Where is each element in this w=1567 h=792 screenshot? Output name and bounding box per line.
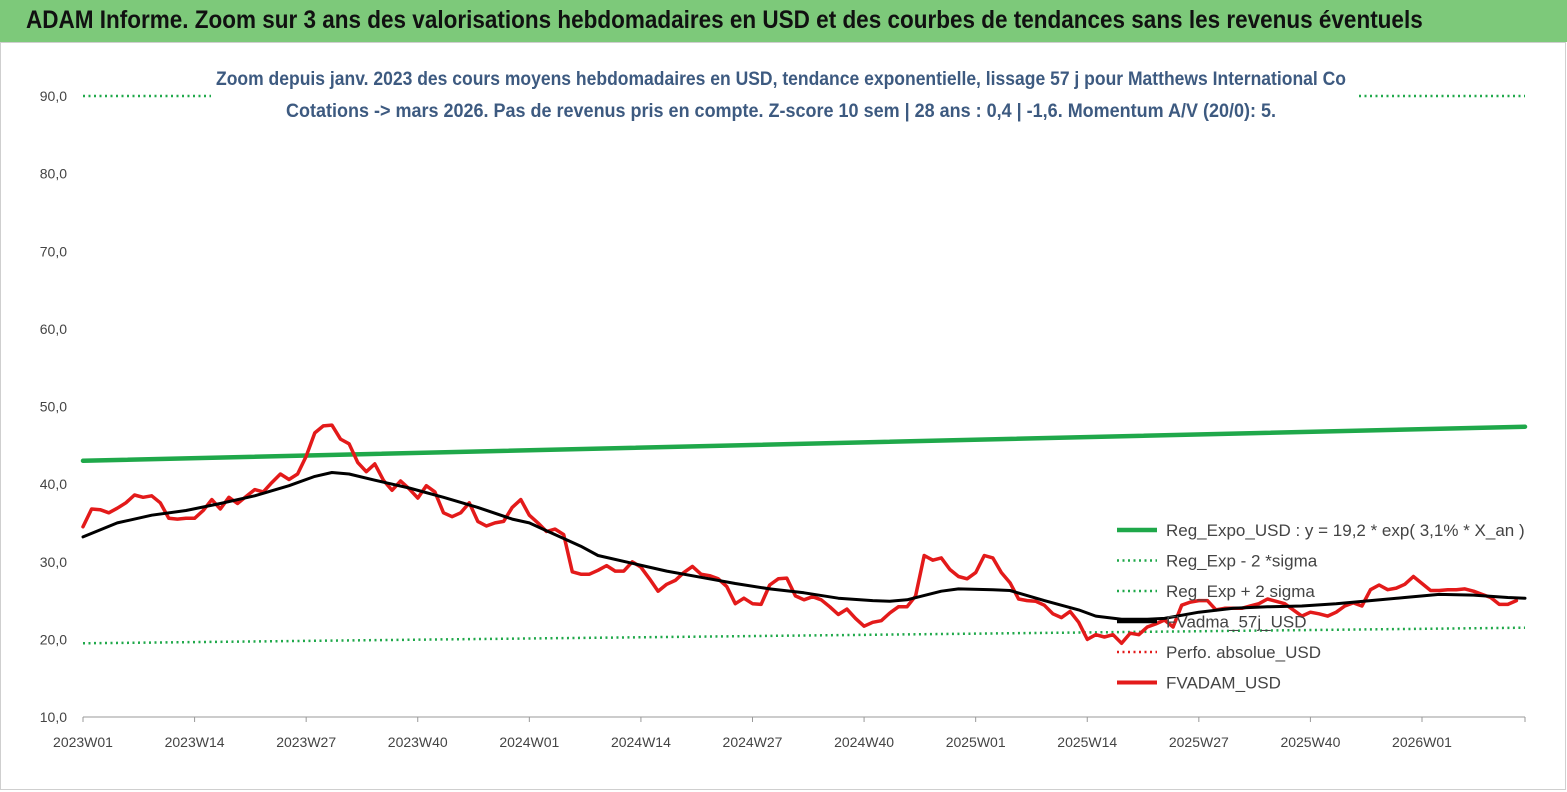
y-tick-label: 50,0	[40, 399, 67, 415]
legend-label: Reg_Exp + 2 sigma	[1166, 582, 1315, 601]
x-tick-label: 2023W27	[276, 734, 336, 750]
x-tick-label: 2026W01	[1392, 734, 1452, 750]
legend: Reg_Expo_USD : y = 19,2 * exp( 3,1% * X_…	[1117, 521, 1525, 693]
fvadam-line	[81, 423, 1519, 646]
reg-exp-minus-2sigma-line	[82, 626, 1526, 645]
legend-label: Reg_Exp - 2 *sigma	[1166, 552, 1318, 571]
legend-label: FVadma_57j_USD	[1166, 613, 1306, 632]
x-tick-label: 2024W27	[723, 734, 783, 750]
x-tick-label: 2023W40	[388, 734, 448, 750]
x-tick-label: 2024W40	[834, 734, 894, 750]
chart-title: Zoom depuis janv. 2023 des cours moyens …	[211, 59, 1356, 129]
banner: ADAM Informe. Zoom sur 3 ans des valoris…	[0, 0, 1567, 42]
chart-frame: 10,0 20,0 30,0 40,0 50,0 60,0 70,0 80,0 90,0 202…	[0, 42, 1566, 790]
legend-label: Perfo. absolue_USD	[1166, 643, 1321, 662]
y-axis-ticks: 10,0 20,0 30,0 40,0 50,0 60,0 70,0 80,0 90,0	[40, 88, 67, 725]
y-tick-label: 10,0	[40, 709, 67, 725]
y-tick-label: 90,0	[40, 88, 67, 104]
chart-title-line-2: Cotations -> mars 2026. Pas de revenus p…	[286, 101, 1276, 122]
x-tick-label: 2025W14	[1057, 734, 1117, 750]
chart: 10,0 20,0 30,0 40,0 50,0 60,0 70,0 80,0 90,0 202…	[40, 59, 1528, 750]
reg-expo-line	[80, 424, 1528, 464]
y-tick-label: 30,0	[40, 554, 67, 570]
x-tick-label: 2025W40	[1280, 734, 1340, 750]
x-tick-label: 2025W27	[1169, 734, 1229, 750]
y-tick-label: 80,0	[40, 166, 67, 182]
y-tick-label: 40,0	[40, 476, 67, 492]
legend-label: Reg_Expo_USD : y = 19,2 * exp( 3,1% * X_…	[1166, 521, 1525, 540]
x-tick-label: 2024W14	[611, 734, 671, 750]
x-axis: 2023W01 2023W14 2023W27 2023W40 2024W01 2024W…	[53, 716, 1526, 750]
banner-title: ADAM Informe. Zoom sur 3 ans des valoris…	[26, 6, 1423, 34]
y-tick-label: 70,0	[40, 243, 67, 259]
fvadma-57j-line	[81, 471, 1527, 621]
x-tick-label: 2023W01	[53, 734, 113, 750]
legend-label: FVADAM_USD	[1166, 674, 1281, 693]
y-tick-label: 60,0	[40, 321, 67, 337]
x-tick-label: 2023W14	[165, 734, 225, 750]
x-tick-label: 2024W01	[499, 734, 559, 750]
chart-title-line-1: Zoom depuis janv. 2023 des cours moyens …	[216, 69, 1346, 90]
x-tick-label: 2025W01	[946, 734, 1006, 750]
y-tick-label: 20,0	[40, 631, 67, 647]
title-background	[211, 59, 1356, 129]
